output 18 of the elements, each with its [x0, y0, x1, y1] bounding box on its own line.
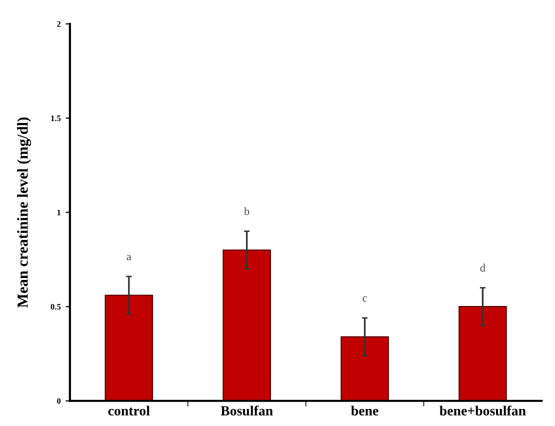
- x-tick-label: bene+bosulfan: [440, 406, 526, 416]
- bar: [340, 336, 389, 401]
- x-tick-label: bene: [351, 406, 378, 416]
- x-tick-label: control: [108, 406, 150, 416]
- bar: [104, 294, 154, 401]
- annotation: a: [126, 254, 132, 260]
- bar: [222, 250, 271, 401]
- y-tick-label: 0: [57, 398, 61, 404]
- annotation: b: [244, 207, 250, 216]
- y-tick-label: 1.5: [51, 116, 61, 122]
- y-tick-label: 0.5: [50, 304, 61, 310]
- bar: [458, 306, 507, 401]
- y-axis-title: Mean creatinine level (mg/dl): [17, 117, 32, 308]
- y-tick-label: 1: [57, 210, 60, 216]
- y-tick-label: 2: [57, 21, 61, 27]
- annotation: d: [480, 264, 486, 272]
- x-tick-label: Bosulfan: [220, 406, 273, 416]
- annotation: c: [362, 296, 367, 302]
